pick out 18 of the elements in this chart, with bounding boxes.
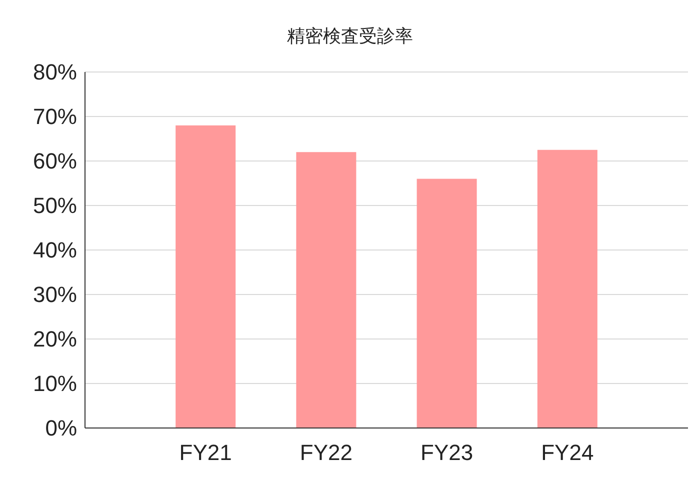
bar bbox=[416, 178, 477, 428]
y-tick-label: 0% bbox=[45, 416, 77, 441]
y-tick-label: 50% bbox=[32, 193, 77, 218]
bar bbox=[537, 150, 598, 428]
y-tick-label: 70% bbox=[32, 104, 77, 130]
x-tick-label: FY21 bbox=[179, 440, 232, 465]
y-tick-label: 10% bbox=[32, 371, 77, 396]
x-tick-label: FY22 bbox=[300, 440, 352, 465]
x-tick-label: FY23 bbox=[420, 440, 474, 465]
y-tick-label: 60% bbox=[32, 148, 77, 174]
bar bbox=[296, 152, 356, 428]
y-tick-label: 20% bbox=[32, 326, 77, 352]
bar bbox=[176, 125, 236, 428]
y-tick-label: 80% bbox=[32, 60, 77, 85]
y-tick-label: 40% bbox=[32, 238, 77, 263]
x-tick-label: FY24 bbox=[541, 440, 594, 465]
y-tick-label: 30% bbox=[32, 282, 77, 308]
chart-title: 精密検査受診率 bbox=[287, 26, 413, 46]
